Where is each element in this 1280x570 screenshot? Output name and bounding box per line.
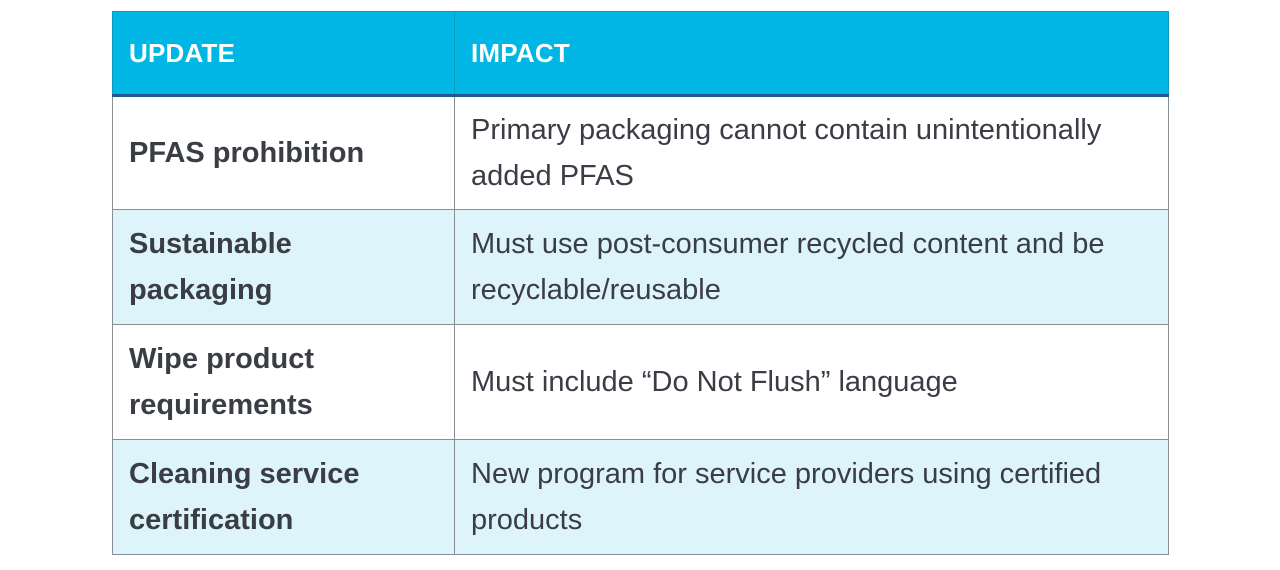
update-cell: Cleaning service certification	[112, 439, 455, 555]
header-row: UPDATE IMPACT	[112, 11, 1169, 97]
column-header-update: UPDATE	[112, 11, 455, 97]
update-cell: Wipe product requirements	[112, 324, 455, 440]
update-cell: Sustainable packaging	[112, 209, 455, 325]
table-row: Sustainable packaging Must use post-cons…	[112, 209, 1169, 325]
table-header: UPDATE IMPACT	[112, 11, 1169, 97]
updates-table-container: UPDATE IMPACT PFAS prohibition Primary p…	[112, 11, 1169, 555]
table-row: Wipe product requirements Must include “…	[112, 324, 1169, 440]
update-cell: PFAS prohibition	[112, 95, 455, 210]
impact-cell: Must include “Do Not Flush” language	[454, 324, 1169, 440]
table-row: PFAS prohibition Primary packaging canno…	[112, 95, 1169, 210]
table-body: PFAS prohibition Primary packaging canno…	[112, 95, 1169, 555]
column-header-impact: IMPACT	[454, 11, 1169, 97]
impact-cell: Primary packaging cannot contain uninten…	[454, 95, 1169, 210]
updates-table: UPDATE IMPACT PFAS prohibition Primary p…	[112, 11, 1169, 555]
table-row: Cleaning service certification New progr…	[112, 439, 1169, 555]
impact-cell: Must use post-consumer recycled content …	[454, 209, 1169, 325]
impact-cell: New program for service providers using …	[454, 439, 1169, 555]
